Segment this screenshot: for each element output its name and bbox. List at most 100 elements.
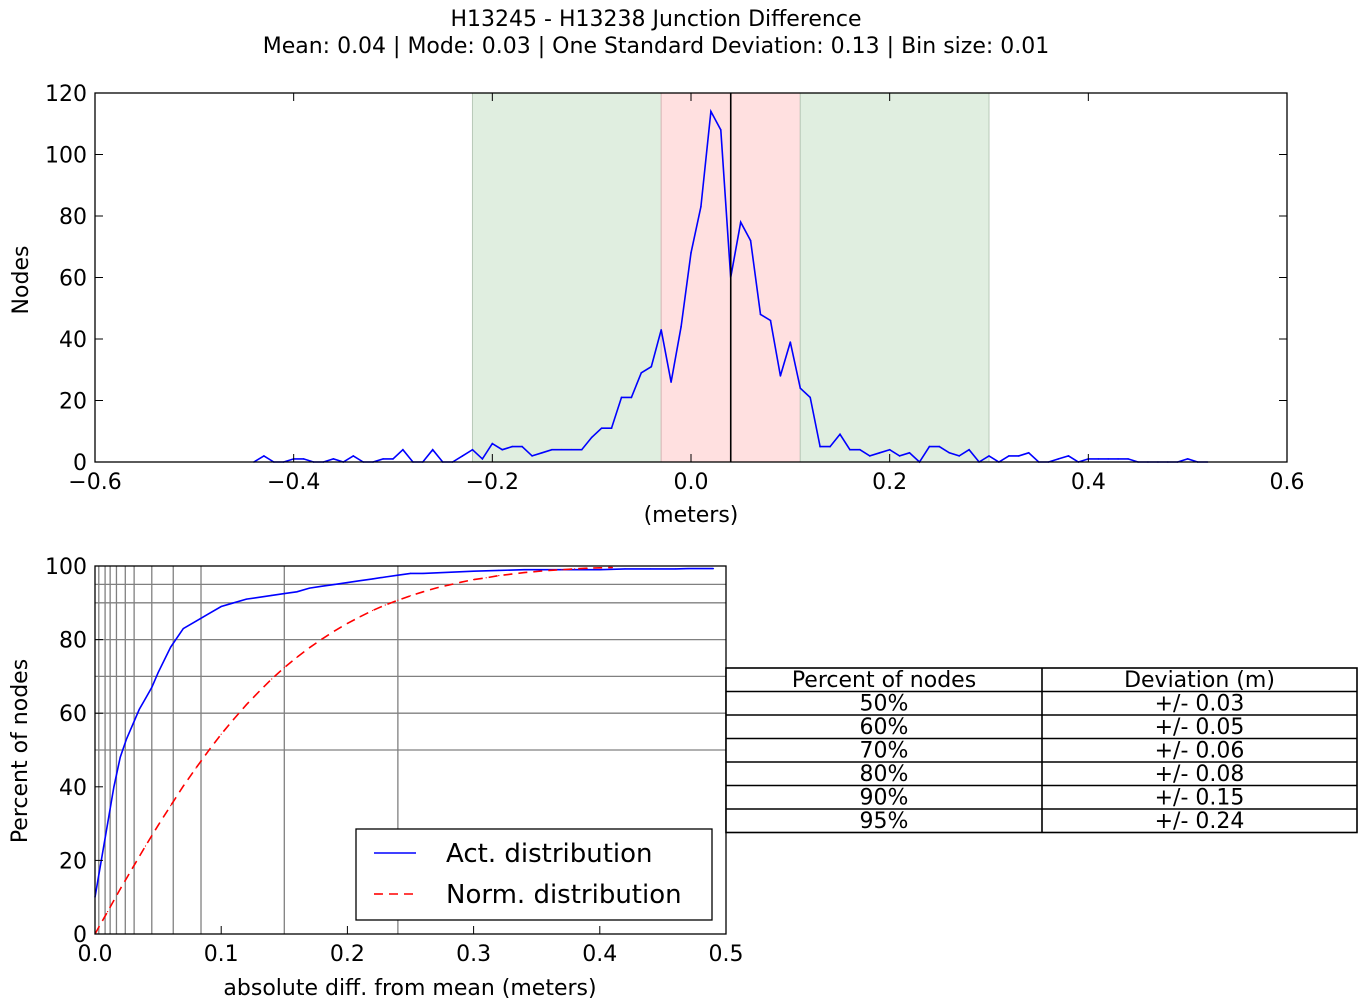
- cumulative-x-ticks: 0.0 0.1 0.2 0.3 0.4 0.5: [78, 926, 744, 967]
- norm-distribution-point: [498, 575, 500, 577]
- histogram-point: [352, 455, 355, 457]
- act-distribution-point: [107, 823, 109, 825]
- norm-distribution-point: [372, 609, 374, 612]
- norm-distribution-point: [510, 573, 513, 575]
- norm-distribution-point: [346, 622, 348, 625]
- norm-distribution-point: [548, 569, 550, 572]
- act-distribution-point: [157, 672, 159, 674]
- histogram-point: [610, 427, 613, 430]
- histogram-point: [938, 445, 941, 448]
- histogram-y-label: Nodes: [9, 246, 34, 315]
- figure-title: H13245 - H13238 Junction Difference: [451, 7, 862, 32]
- act-distribution-point: [334, 583, 336, 586]
- histogram-point: [779, 375, 782, 377]
- norm-distribution-point: [574, 568, 576, 570]
- norm-distribution-point: [359, 616, 361, 618]
- histogram-point: [491, 442, 494, 445]
- cumulative-y-tick-label: 40: [59, 776, 87, 801]
- figure-subtitle: Mean: 0.04 | Mode: 0.03 | One Standard D…: [263, 34, 1050, 59]
- cumulative-x-tick-label: 0.0: [78, 942, 113, 967]
- act-distribution-point: [346, 582, 348, 584]
- histogram-x-tick-label: −0.2: [466, 470, 519, 495]
- histogram-point: [640, 372, 643, 374]
- cumulative-x-tick-label: 0.4: [582, 942, 617, 967]
- table-cell-deviation: +/- 0.15: [1155, 786, 1245, 811]
- act-distribution-point: [182, 628, 184, 630]
- histogram-point: [263, 455, 265, 457]
- histogram-point: [501, 448, 504, 451]
- histogram-y-tick-label: 20: [59, 390, 87, 415]
- histogram-point: [461, 455, 464, 457]
- act-distribution-point: [258, 596, 260, 598]
- norm-distribution-point: [384, 604, 386, 606]
- histogram-point: [888, 448, 891, 451]
- histogram-x-tick-label: 0.2: [872, 470, 907, 495]
- norm-distribution-point: [245, 704, 247, 706]
- norm-distribution-point: [119, 888, 121, 890]
- histogram-point: [789, 341, 792, 343]
- histogram-point: [869, 455, 871, 457]
- histogram-point: [878, 452, 881, 454]
- act-distribution-point: [372, 578, 374, 580]
- act-distribution-point: [422, 572, 424, 575]
- act-distribution-point: [624, 568, 626, 570]
- act-distribution-point: [125, 738, 128, 740]
- cumulative-x-label: absolute diff. from mean (meters): [223, 976, 596, 1001]
- legend-norm-label: Norm. distribution: [446, 880, 682, 910]
- norm-distribution-point: [132, 866, 134, 869]
- norm-distribution-point: [233, 718, 235, 720]
- norm-distribution-point: [144, 845, 147, 847]
- histogram-point: [908, 452, 911, 454]
- histogram-point: [481, 458, 484, 460]
- cumulative-grid: [95, 566, 726, 934]
- act-distribution-point: [674, 568, 677, 570]
- cumulative-y-tick-label: 0: [73, 923, 87, 948]
- norm-distribution-point: [107, 911, 109, 913]
- histogram-y-tick-label: 0: [73, 451, 87, 476]
- norm-distribution-point: [296, 656, 298, 658]
- act-distribution-point: [599, 569, 601, 571]
- act-distribution-point: [321, 585, 323, 587]
- histogram-point: [720, 129, 722, 131]
- histogram-point: [600, 427, 603, 430]
- norm-distribution-point: [220, 733, 222, 735]
- norm-distribution-point: [321, 638, 323, 640]
- deviation-band-0: [471, 92, 662, 463]
- histogram-point: [650, 365, 653, 368]
- histogram-point: [1107, 458, 1109, 460]
- histogram-point: [670, 381, 672, 383]
- histogram-point: [988, 455, 990, 457]
- histogram-point: [590, 436, 593, 439]
- cumulative-y-tick-label: 60: [59, 702, 87, 727]
- act-distribution-point: [151, 686, 153, 689]
- histogram-point: [521, 445, 523, 448]
- histogram-point: [1027, 452, 1030, 454]
- act-distribution-point: [397, 574, 399, 576]
- norm-distribution-point: [561, 569, 563, 571]
- histogram-point: [332, 458, 335, 460]
- histogram-point: [948, 452, 951, 454]
- act-distribution-point: [498, 569, 500, 572]
- act-distribution-point: [712, 568, 715, 570]
- act-distribution-point: [296, 591, 298, 593]
- histogram-point: [1067, 455, 1070, 457]
- histogram-x-tick-label: 0.4: [1071, 470, 1106, 495]
- norm-distribution-point: [611, 566, 614, 569]
- norm-distribution-point: [523, 572, 525, 574]
- histogram-point: [531, 455, 533, 457]
- act-distribution-point: [649, 568, 651, 570]
- act-distribution-point: [195, 620, 197, 622]
- cumulative-x-tick-label: 0.5: [709, 942, 744, 967]
- act-distribution-point: [138, 708, 140, 711]
- table-cell-deviation: +/- 0.05: [1155, 715, 1245, 740]
- cumulative-x-tick-label: 0.1: [204, 942, 239, 967]
- histogram-point: [431, 448, 434, 451]
- histogram-point: [1018, 455, 1020, 457]
- histogram-point: [809, 396, 811, 399]
- histogram-point: [819, 445, 821, 448]
- histogram-point: [580, 448, 583, 451]
- norm-distribution-point: [460, 581, 462, 583]
- act-distribution-point: [523, 569, 525, 571]
- histogram-point: [402, 448, 404, 451]
- histogram-point: [898, 455, 901, 457]
